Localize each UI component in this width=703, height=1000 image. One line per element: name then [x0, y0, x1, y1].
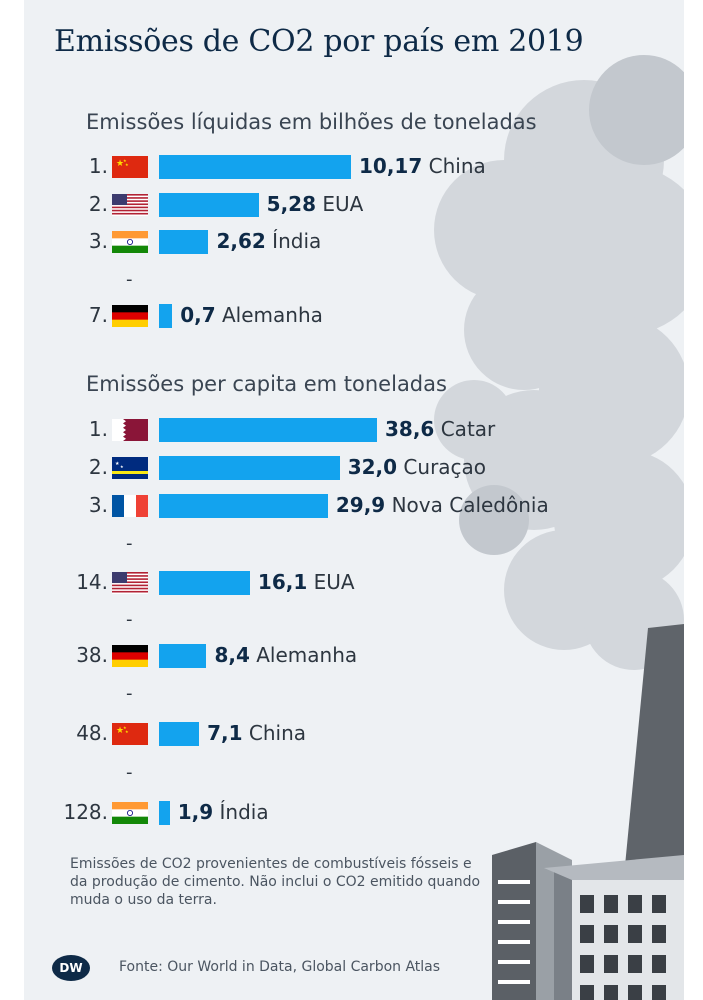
svg-text:★: ★	[125, 162, 129, 167]
page-title: Emissões de CO2 por país em 2019	[54, 24, 584, 59]
category-label: Índia	[265, 229, 322, 253]
value-label: 1,9	[177, 800, 214, 824]
bar	[159, 155, 351, 179]
bar	[159, 571, 250, 595]
bar	[159, 801, 170, 825]
rank-label: 128.	[63, 800, 108, 824]
rank-label: 1.	[88, 417, 108, 441]
china-flag: ★ ★ ★	[112, 723, 148, 745]
bar-label: 0,7 Alemanha	[180, 303, 323, 327]
category-label: EUA	[316, 192, 364, 216]
rank-label: 14.	[76, 570, 108, 594]
rank-label: 2.	[88, 192, 108, 216]
bar	[159, 304, 173, 328]
category-label: Índia	[213, 800, 269, 824]
bar-label: 8,4 Alemanha	[214, 643, 357, 667]
category-label: Alemanha	[215, 303, 323, 327]
india-flag	[112, 802, 148, 824]
rank-label: 3.	[88, 229, 108, 253]
category-label: Curaçao	[397, 455, 487, 479]
usa-flag	[112, 572, 148, 594]
category-label: China	[422, 154, 486, 178]
category-label: Nova Caledônia	[385, 493, 549, 517]
svg-text:★: ★	[116, 726, 124, 736]
france-flag	[112, 495, 148, 517]
svg-text:★: ★	[120, 464, 124, 469]
svg-text:★: ★	[123, 158, 127, 163]
category-label: EUA	[307, 570, 355, 594]
germany-flag	[112, 645, 148, 667]
usa-flag	[112, 194, 148, 216]
value-label: 8,4	[214, 643, 250, 667]
bar-label: 1,9 Índia	[178, 800, 269, 824]
category-label: Alemanha	[249, 643, 358, 667]
bar-label: 2,62 Índia	[216, 229, 321, 253]
svg-text:★: ★	[123, 725, 127, 730]
bar	[159, 193, 259, 217]
infographic-card: Emissões de CO2 por país em 2019 Emissõe…	[24, 0, 684, 1000]
bar	[159, 722, 200, 746]
chart-title: Emissões líquidas em bilhões de tonelada…	[86, 110, 537, 134]
gap-marker: -	[126, 609, 133, 630]
rank-label: 1.	[88, 154, 108, 178]
bar-label: 7,1 China	[207, 721, 306, 745]
bar	[159, 494, 328, 518]
svg-text:★: ★	[115, 461, 120, 467]
bar-label: 5,28 EUA	[267, 192, 364, 216]
india-flag	[112, 231, 148, 253]
rank-label: 48.	[76, 721, 108, 745]
dw-logo: DW	[52, 955, 90, 981]
rank-label: 3.	[88, 493, 108, 517]
value-label: 16,1	[257, 570, 308, 594]
rank-label: 2.	[88, 455, 108, 479]
bar-label: 10,17 China	[359, 154, 486, 178]
bar-label: 32,0 Curaçao	[348, 455, 486, 479]
qatar-flag	[112, 419, 148, 441]
bar	[159, 418, 377, 442]
gap-marker: -	[126, 269, 133, 290]
factory-smoke-illustration	[434, 55, 684, 1000]
bar	[159, 456, 340, 480]
value-label: 2,62	[216, 229, 266, 253]
germany-flag	[112, 305, 148, 327]
value-label: 7,1	[207, 721, 243, 745]
value-label: 0,7	[180, 303, 216, 327]
bar	[159, 644, 207, 668]
bar-label: 38,6 Catar	[385, 417, 495, 441]
bar	[159, 230, 209, 254]
category-label: Catar	[434, 417, 496, 441]
bar-label: 29,9 Nova Caledônia	[336, 493, 549, 517]
gap-marker: -	[126, 683, 133, 704]
value-label: 29,9	[335, 493, 386, 517]
rank-label: 38.	[76, 643, 108, 667]
footnote: Emissões de CO2 provenientes de combustí…	[70, 856, 481, 908]
rank-label: 7.	[88, 303, 108, 327]
svg-text:★: ★	[125, 729, 129, 734]
gap-marker: -	[126, 762, 133, 783]
source-text: Fonte: Our World in Data, Global Carbon …	[119, 959, 441, 975]
value-label: 5,28	[266, 192, 317, 216]
value-label: 10,17	[359, 154, 423, 178]
china-flag: ★ ★ ★	[112, 156, 148, 178]
bar-label: 16,1 EUA	[258, 570, 355, 594]
gap-marker: -	[126, 533, 133, 554]
chart-title: Emissões per capita em toneladas	[86, 372, 447, 396]
svg-text:★: ★	[116, 159, 124, 169]
value-label: 38,6	[385, 417, 435, 441]
value-label: 32,0	[347, 455, 398, 479]
curacao-flag: ★ ★	[112, 457, 148, 479]
category-label: China	[242, 721, 307, 745]
